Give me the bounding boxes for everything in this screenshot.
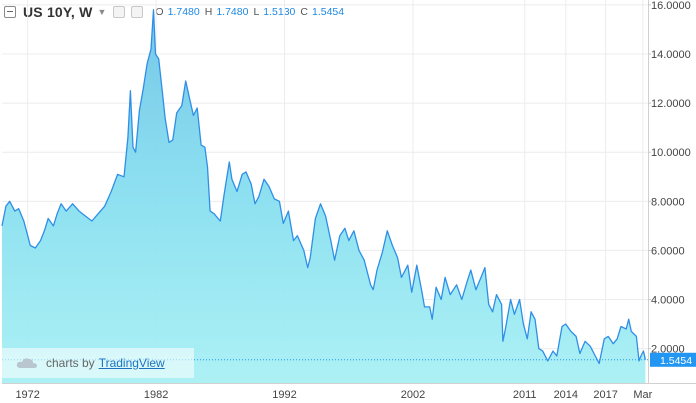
ohlc-low: L 1.5130	[253, 6, 296, 18]
y-tick-label: 6.0000	[651, 245, 685, 257]
x-tick-label: 1972	[15, 389, 39, 401]
series-line[interactable]	[1, 9, 647, 365]
collapse-icon[interactable]	[4, 6, 16, 18]
cloud-logo-icon	[16, 357, 38, 369]
x-tick-label: 1992	[272, 389, 296, 401]
last-value-badge	[650, 352, 696, 367]
y-tick-label: 14.0000	[651, 49, 691, 61]
tradingview-watermark[interactable]: charts by TradingView	[2, 348, 194, 378]
x-tick-label: 2002	[401, 389, 425, 401]
series-area	[2, 9, 646, 384]
watermark-prefix: charts by	[46, 356, 95, 370]
ohlc-close: C 1.5454	[300, 6, 345, 18]
y-tick-label: 4.0000	[651, 295, 685, 307]
x-tick-label: 2011	[513, 389, 537, 401]
y-tick-label: 16.0000	[651, 0, 691, 12]
chart-legend: US 10Y, W ▼ O 1.7480 H 1.7480 L 1.5130 C 1.5…	[4, 3, 344, 21]
y-tick-label: 10.0000	[651, 147, 691, 159]
y-tick-label: 12.0000	[651, 98, 691, 110]
x-tick-label: 2017	[593, 389, 617, 401]
symbol-label[interactable]: US 10Y, W	[23, 4, 93, 20]
x-tick-label: 2014	[554, 389, 578, 401]
y-tick-label: 2.0000	[651, 344, 685, 356]
eye-icon[interactable]	[113, 6, 126, 18]
x-tick-label: 1982	[144, 389, 168, 401]
last-value-label: 1.5454	[660, 355, 692, 367]
chevron-down-icon[interactable]: ▼	[97, 7, 107, 17]
ohlc-high: H 1.7480	[204, 6, 249, 18]
y-tick-label: 8.0000	[651, 196, 685, 208]
settings-icon[interactable]	[131, 6, 144, 18]
ohlc-values: O 1.7480 H 1.7480 L 1.5130 C 1.5454	[155, 6, 344, 18]
ohlc-open: O 1.7480	[155, 6, 200, 18]
x-tick-label: Mar	[633, 389, 652, 401]
tradingview-link[interactable]: TradingView	[98, 356, 165, 370]
